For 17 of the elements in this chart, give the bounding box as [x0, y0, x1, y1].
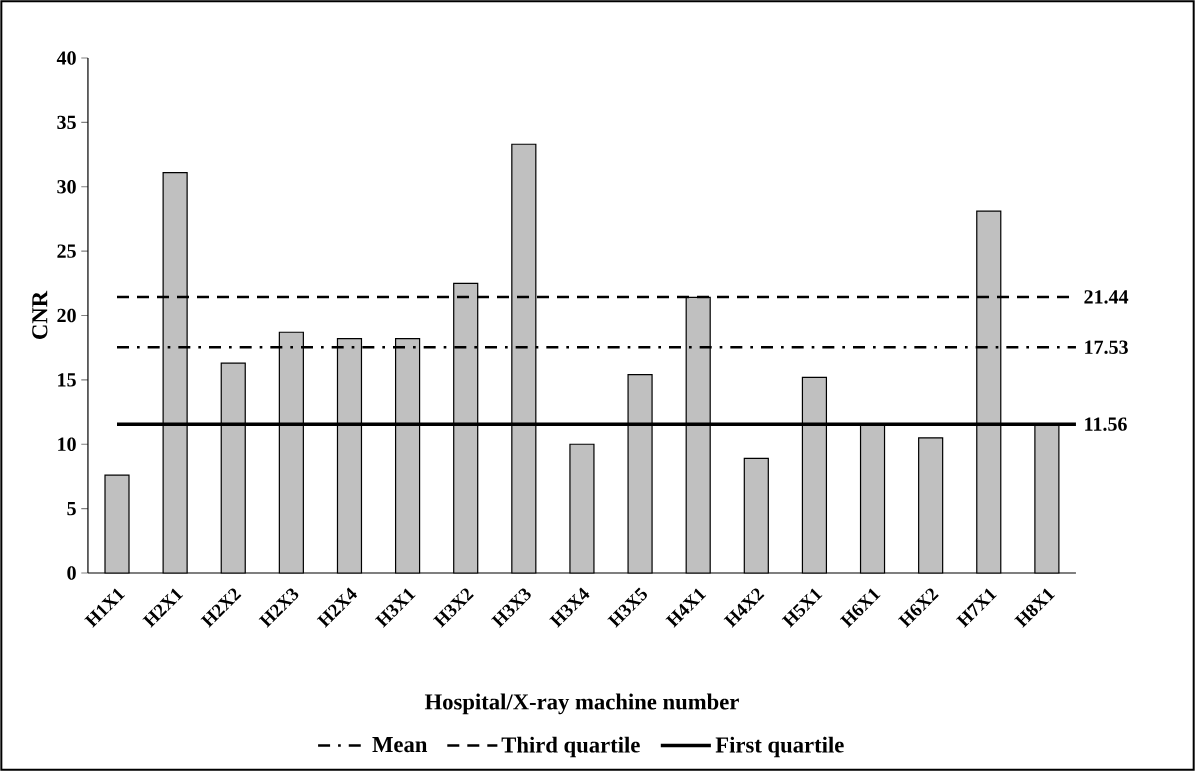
text: 21.44 [1084, 290, 1129, 304]
y-tick-label: 15 [58, 373, 76, 387]
text: 11.56 [1085, 417, 1127, 431]
y-tick-label: 0 [67, 566, 76, 580]
y-tick-label: 25 [57, 244, 76, 258]
y-tick-label: 40 [56, 51, 76, 65]
y-tick-label: 5 [67, 501, 76, 516]
y-tick-label: 20 [57, 308, 76, 323]
legend-label: Mean [372, 737, 428, 753]
legend-label: Third quartile [501, 736, 640, 758]
y-tick-label: 35 [57, 115, 76, 130]
y-tick-label: 30 [57, 180, 76, 194]
legend-label: First quartile [715, 736, 844, 758]
text: 17.53 [1085, 340, 1128, 355]
y-axis-title: CNR [32, 290, 48, 339]
y-tick-label: 10 [58, 437, 76, 451]
x-axis-title: Hospital/X-ray machine number [424, 693, 739, 715]
